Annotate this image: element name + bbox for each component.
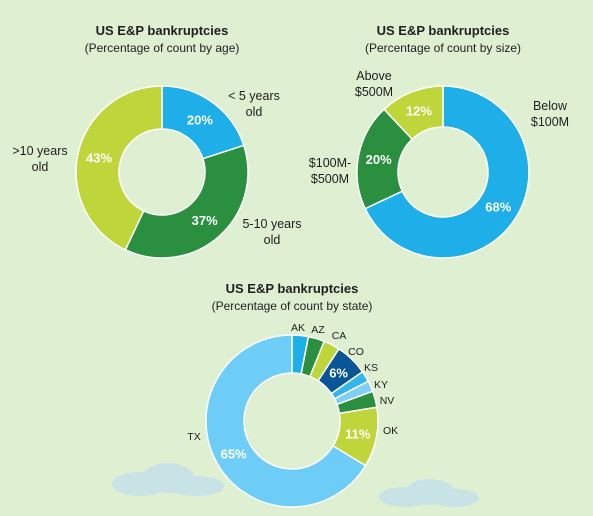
category-label-ks: KS	[364, 362, 378, 374]
value-label-100m-500m: 20%	[366, 152, 392, 167]
category-label-ak: AK	[291, 322, 305, 334]
category-label-above-500m: Above $500M	[355, 69, 393, 99]
chart-subtitle: (Percentage of count by age)	[85, 41, 240, 55]
category-label-tx: TX	[187, 431, 200, 443]
chart-title: US E&P bankruptcies	[96, 23, 229, 38]
chart-subtitle: (Percentage of count by size)	[365, 41, 521, 55]
age-donut-chart: US E&P bankruptcies (Percentage of count …	[12, 23, 302, 259]
slice-above-500m	[383, 85, 444, 141]
category-label-5-years-old: < 5 years old	[228, 89, 280, 119]
slice-below-100m	[364, 85, 530, 259]
value-label-ok: 11%	[345, 426, 371, 441]
category-label-ca: CA	[332, 330, 347, 342]
value-label-above-500m: 12%	[406, 104, 432, 119]
category-label-ok: OK	[383, 425, 398, 437]
slice-10-years-old	[75, 85, 163, 251]
value-label-tx: 65%	[221, 446, 247, 461]
category-label-co: CO	[348, 346, 364, 358]
chart-title: US E&P bankruptcies	[226, 281, 359, 296]
category-label-100m-500m: $100M-$500M	[309, 156, 351, 186]
value-label-5-years-old: 20%	[187, 112, 213, 127]
background-clouds	[112, 463, 479, 507]
category-label-az: AZ	[311, 324, 325, 336]
category-label-nv: NV	[380, 395, 395, 407]
value-label-below-100m: 68%	[485, 200, 511, 215]
value-label-co: 6%	[329, 365, 348, 380]
chart-subtitle: (Percentage of count by state)	[212, 299, 373, 313]
category-label-ky: KY	[374, 379, 388, 391]
chart-title: US E&P bankruptcies	[377, 23, 510, 38]
size-donut-chart: US E&P bankruptcies (Percentage of count …	[309, 23, 569, 259]
slice-5-10-years-old	[124, 144, 249, 259]
slice-tx	[205, 334, 367, 508]
value-label-10-years-old: 43%	[86, 150, 112, 165]
category-label-10-years-old: >10 years old	[12, 144, 67, 174]
value-label-5-10-years-old: 37%	[192, 213, 218, 228]
category-label-below-100m: Below $100M	[531, 99, 569, 129]
category-label-5-10-years-old: 5-10 years old	[242, 217, 301, 247]
state-donut-chart: US E&P bankruptcies (Percentage of count …	[187, 281, 398, 508]
